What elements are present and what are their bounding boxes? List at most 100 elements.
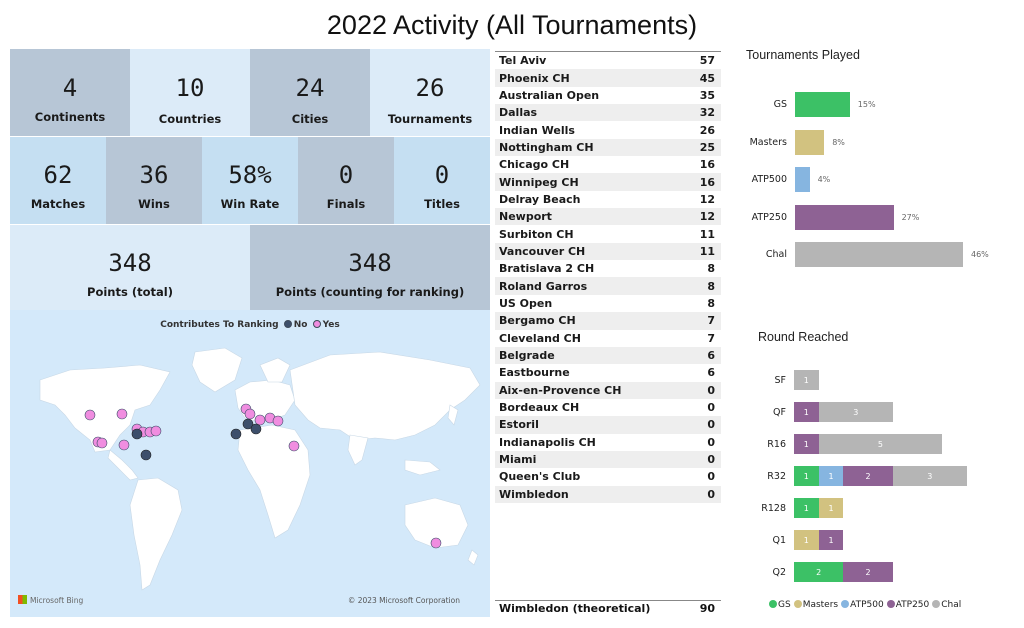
table-row[interactable]: Bergamo CH 7 — [495, 312, 721, 330]
category-label: QF — [773, 407, 786, 418]
table-row[interactable]: Aix-en-Provence CH 0 — [495, 381, 721, 399]
bar-segment[interactable]: 1 — [794, 530, 819, 550]
tournament-points: 7 — [707, 331, 715, 345]
round-reached-title: Round Reached — [758, 330, 849, 344]
map-legend-no: No — [293, 320, 308, 330]
kpi-win-rate[interactable]: 58% Win Rate — [202, 137, 298, 224]
tournament-points: 0 — [707, 487, 715, 501]
bar-segment[interactable]: 2 — [843, 466, 893, 486]
kpi-cities[interactable]: 24 Cities — [250, 49, 370, 136]
bar-segment[interactable]: 3 — [892, 466, 967, 486]
table-row[interactable]: Bratislava 2 CH 8 — [495, 260, 721, 277]
kpi-points-ranking[interactable]: 348 Points (counting for ranking) — [250, 225, 490, 310]
map-copyright: © 2023 Microsoft Corporation — [347, 596, 460, 605]
table-row[interactable]: Newport 12 — [495, 208, 721, 226]
tournament-points: 16 — [699, 175, 715, 189]
bar[interactable] — [795, 167, 810, 192]
bar-segment[interactable]: 1 — [794, 466, 819, 486]
table-row[interactable]: Cleveland CH 7 — [495, 330, 721, 347]
map-legend: Contributes To Ranking No Yes — [10, 320, 490, 330]
category-label: R128 — [761, 503, 786, 514]
table-row[interactable]: Vancouver CH 11 — [495, 242, 721, 261]
tournament-points: 6 — [707, 349, 715, 363]
kpi-finals[interactable]: 0 Finals — [298, 137, 394, 224]
tournament-points-table[interactable]: Tel Aviv 57 Phoenix CH 45 Australian Open 35 D… — [495, 51, 721, 503]
kpi-points-total[interactable]: 348 Points (total) — [10, 225, 250, 310]
kpi-value: 62 — [43, 161, 73, 189]
legend-label: Chal — [941, 600, 962, 610]
category-label: ATP250 — [751, 211, 787, 223]
kpi-label: Win Rate — [220, 197, 280, 211]
legend-yes-dot — [312, 320, 321, 328]
table-row[interactable]: Estoril 0 — [495, 416, 721, 434]
kpi-value: 4 — [62, 74, 78, 102]
map-legend-title: Contributes To Ranking — [160, 320, 279, 330]
round-reached-legend: GS Masters ATP500 ATP250 Chal — [766, 600, 961, 610]
tournament-points: 8 — [707, 279, 715, 293]
table-row[interactable]: Dallas 32 — [495, 104, 721, 122]
tournament-points: 6 — [707, 366, 715, 380]
tournament-name: Winnipeg CH — [499, 175, 579, 189]
table-row[interactable]: Roland Garros 8 — [495, 277, 721, 295]
table-row[interactable]: Queen's Club 0 — [495, 468, 721, 485]
table-row[interactable]: Indian Wells 26 — [495, 121, 721, 138]
table-row[interactable]: Surbiton CH 11 — [495, 225, 721, 242]
bar-segment[interactable]: 1 — [794, 498, 819, 518]
kpi-value: 10 — [175, 74, 205, 102]
bar-segment[interactable]: 1 — [794, 434, 819, 454]
table-row[interactable]: Belgrade 6 — [495, 346, 721, 365]
table-row[interactable]: Miami 0 — [495, 450, 721, 469]
legend-dot — [769, 600, 777, 608]
table-row[interactable]: Wimbledon 0 — [495, 485, 721, 503]
table-row[interactable]: Winnipeg CH 16 — [495, 173, 721, 191]
kpi-value: 0 — [434, 161, 450, 189]
tournament-points: 12 — [699, 210, 715, 224]
table-row[interactable]: Australian Open 35 — [495, 87, 721, 104]
tournament-name: Roland Garros — [499, 279, 588, 293]
bar-segment[interactable]: 1 — [818, 530, 844, 550]
kpi-label: Wins — [138, 197, 170, 211]
table-row[interactable]: Phoenix CH 45 — [495, 69, 721, 87]
tournament-name: Surbiton CH — [499, 227, 574, 241]
bar-segment[interactable]: 5 — [818, 434, 943, 454]
kpi-wins[interactable]: 36 Wins — [106, 137, 202, 224]
tournament-points: 8 — [707, 296, 715, 310]
world-map[interactable]: Contributes To Ranking No Yes Microsoft … — [10, 310, 490, 617]
bar[interactable] — [795, 242, 963, 267]
table-row[interactable]: Nottingham CH 25 — [495, 138, 721, 157]
bar-segment[interactable]: 1 — [794, 370, 819, 390]
table-row[interactable]: US Open 8 — [495, 295, 721, 312]
tournament-points: 35 — [699, 88, 715, 102]
table-row[interactable]: Bordeaux CH 0 — [495, 399, 721, 416]
map-marker-no — [140, 449, 152, 461]
bar[interactable] — [795, 129, 825, 155]
tournament-name: Estoril — [499, 418, 539, 432]
table-row[interactable]: Eastbourne 6 — [495, 364, 721, 381]
bar-segment[interactable]: 1 — [818, 466, 844, 486]
kpi-label: Titles — [424, 197, 460, 211]
bar-segment[interactable]: 1 — [794, 402, 819, 422]
page-title: 2022 Activity (All Tournaments) — [326, 10, 698, 40]
kpi-continents[interactable]: 4 Continents — [10, 49, 130, 136]
legend-label: Masters — [802, 600, 839, 610]
kpi-matches[interactable]: 62 Matches — [10, 137, 106, 224]
legend-dot — [793, 600, 802, 608]
bar[interactable] — [795, 204, 894, 230]
bar-segment[interactable]: 2 — [843, 562, 893, 582]
bar-segment[interactable]: 1 — [818, 498, 844, 518]
table-row[interactable]: Tel Aviv 57 — [495, 52, 721, 69]
category-label: Chal — [765, 249, 787, 260]
bar-segment[interactable]: 3 — [818, 402, 893, 422]
kpi-countries[interactable]: 10 Countries — [130, 49, 250, 136]
bar[interactable] — [795, 92, 850, 117]
table-row[interactable]: Delray Beach 12 — [495, 191, 721, 208]
tournament-points: 7 — [707, 314, 715, 328]
table-row[interactable]: Indianapolis CH 0 — [495, 434, 721, 451]
tournament-name: Dallas — [499, 106, 538, 120]
kpi-titles[interactable]: 0 Titles — [394, 137, 490, 224]
bar-segment[interactable]: 2 — [794, 562, 844, 582]
map-marker-yes — [96, 437, 108, 449]
kpi-tournaments[interactable]: 26 Tournaments — [370, 49, 490, 136]
table-row[interactable]: Chicago CH 16 — [495, 156, 721, 173]
kpi-label: Continents — [34, 110, 106, 124]
